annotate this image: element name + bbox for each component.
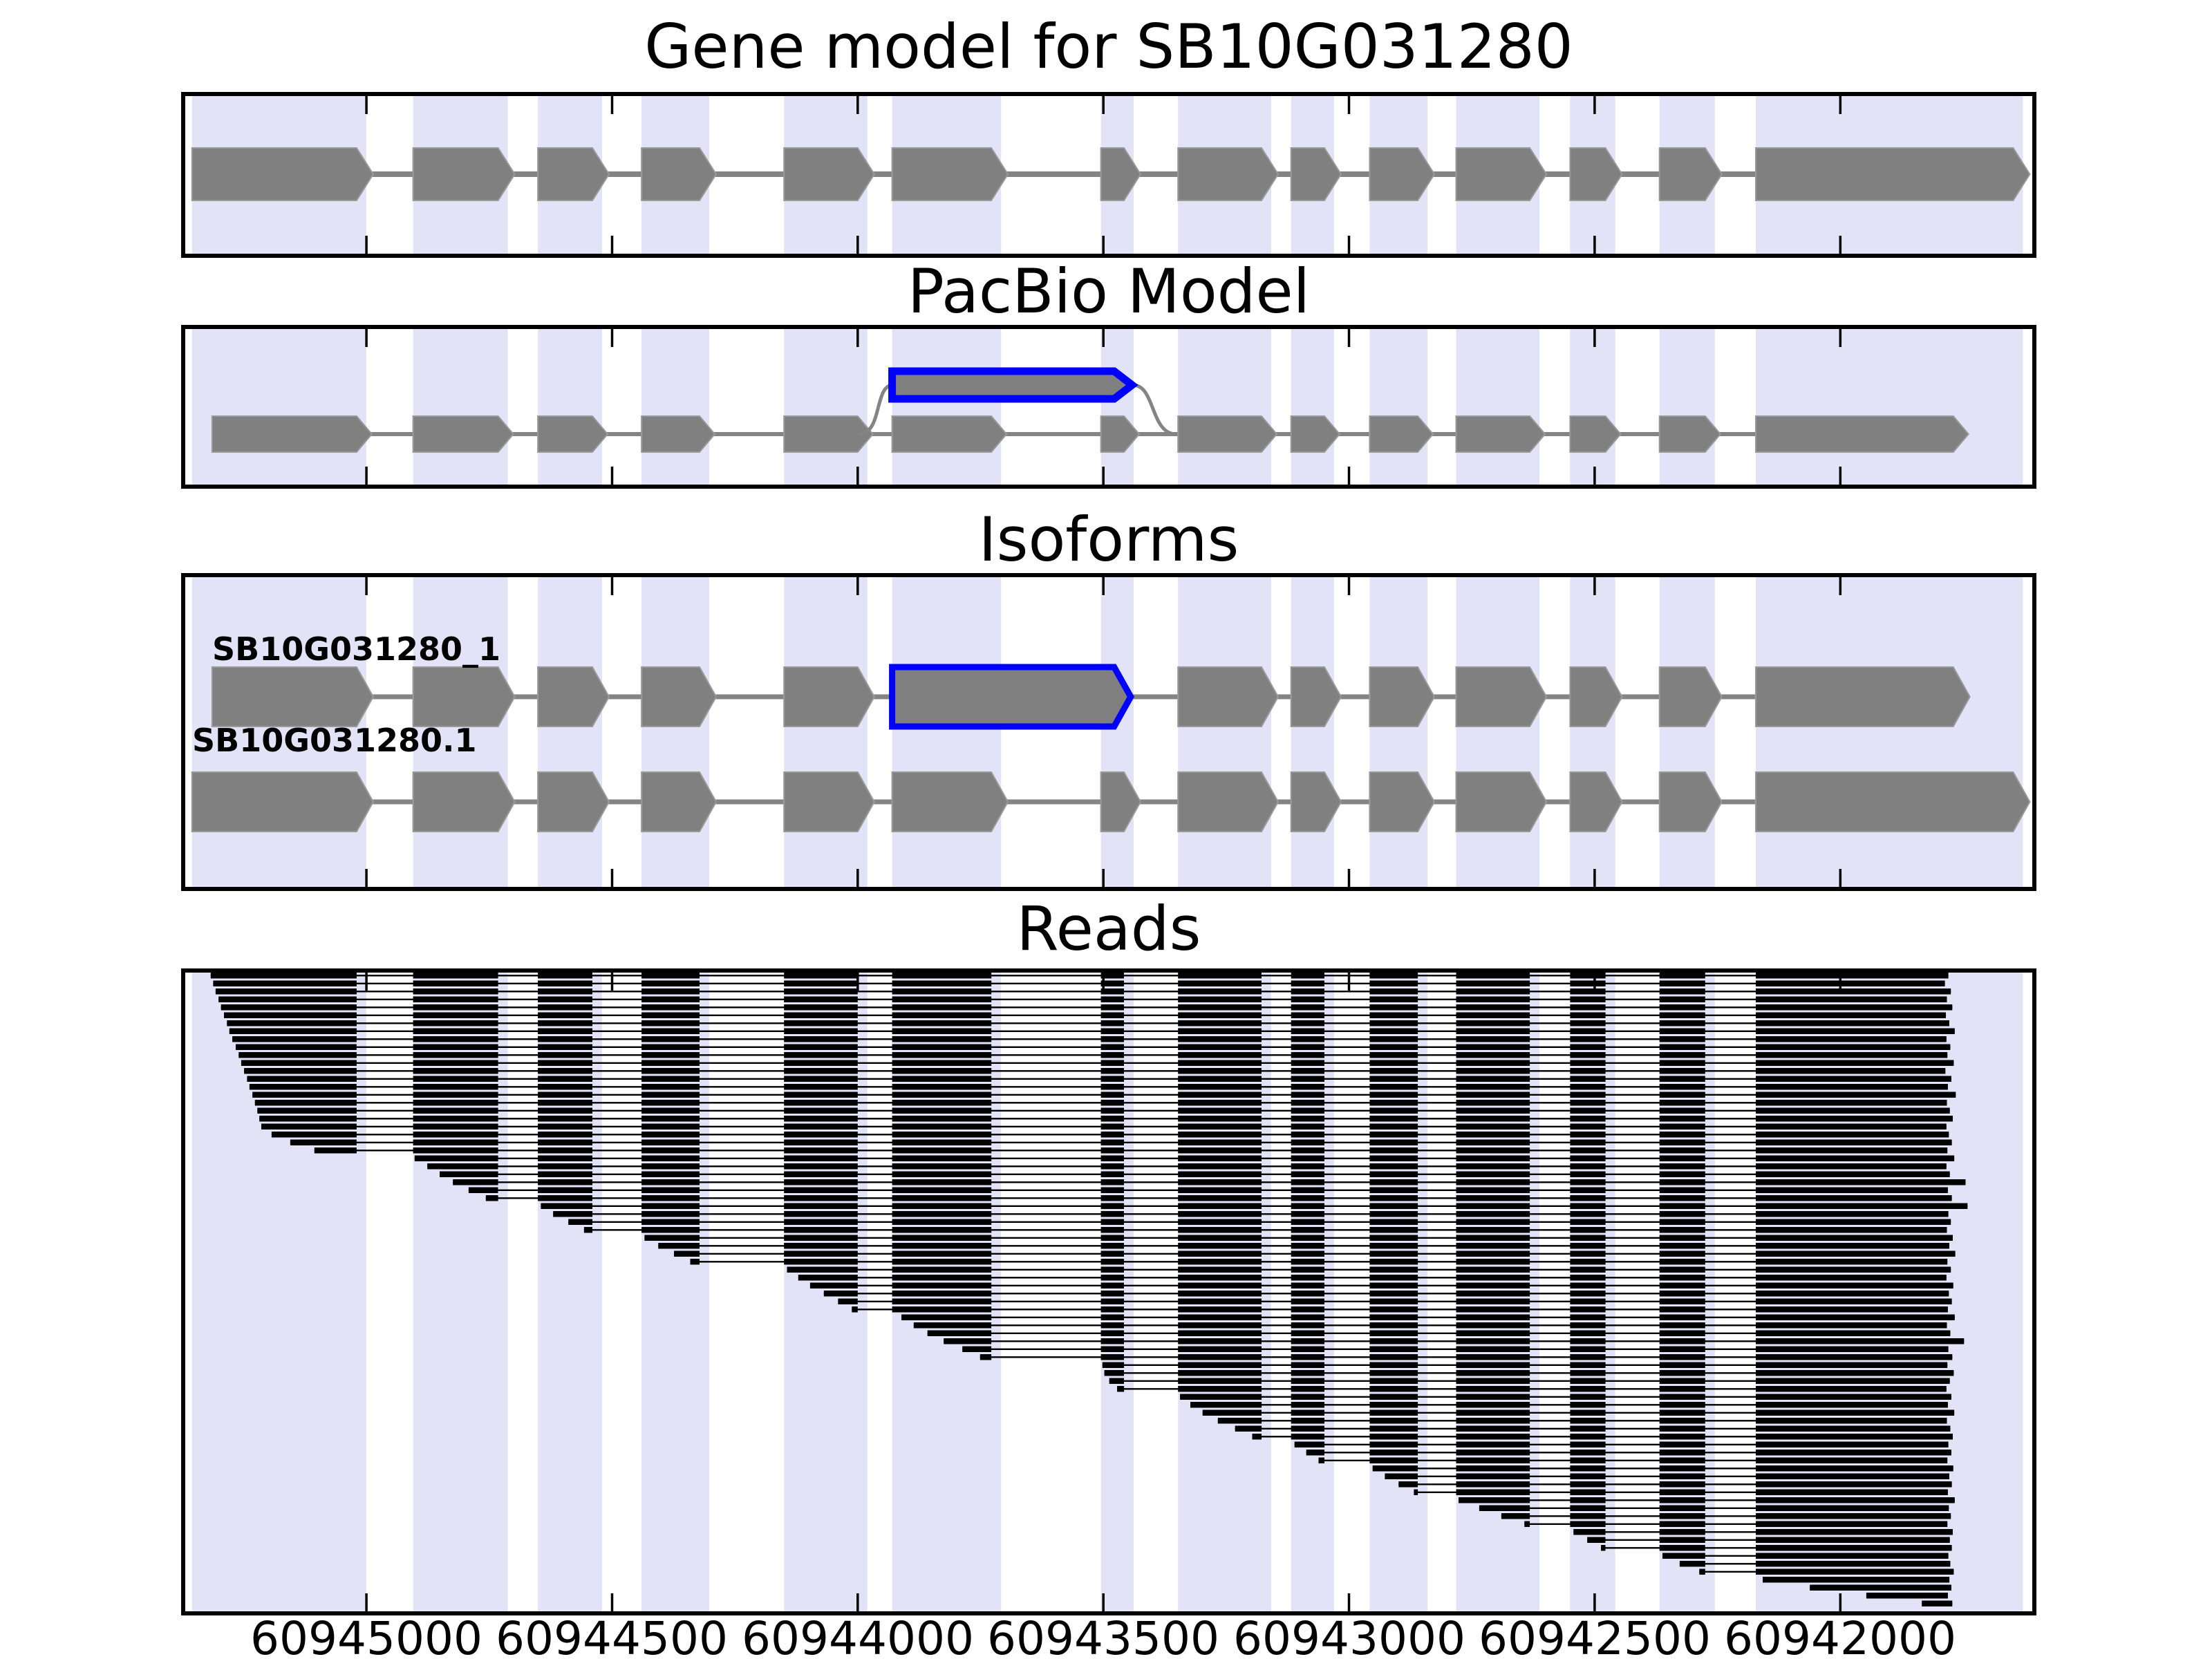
panel-title-pacbio-model: PacBio Model — [907, 256, 1311, 327]
x-axis-tick-label: 60944500 — [496, 1612, 728, 1659]
isoform-label-2: SB10G031280.1 — [192, 722, 477, 759]
x-axis-tick-label: 60943500 — [987, 1612, 1219, 1659]
isoform-label-1: SB10G031280_1 — [212, 630, 501, 668]
x-axis-tick-label: 60945000 — [250, 1612, 482, 1659]
x-axis-tick-label: 60943000 — [1233, 1612, 1465, 1659]
x-axis-tick-label: 60942500 — [1479, 1612, 1711, 1659]
panel-title-isoforms: Isoforms — [978, 504, 1239, 575]
panel-title-reads: Reads — [1016, 893, 1201, 964]
x-axis-tick-label: 60942000 — [1724, 1612, 1956, 1659]
x-axis-tick-label: 60944000 — [742, 1612, 974, 1659]
panel-title-gene-model: Gene model for SB10G031280 — [644, 11, 1573, 82]
